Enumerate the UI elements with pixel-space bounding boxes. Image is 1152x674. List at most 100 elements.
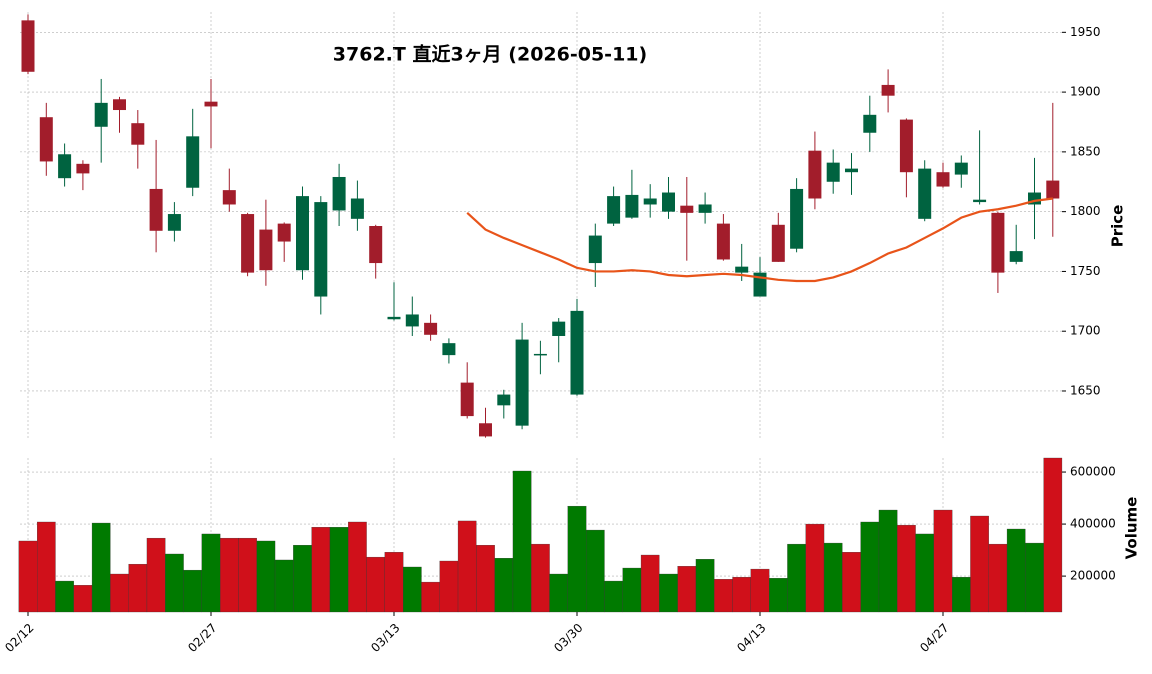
candle-body [76,163,90,174]
volume-bar [457,520,477,613]
volume-bar [860,521,880,613]
candle-body [607,196,621,224]
volume-bar [183,569,203,613]
x-tick-label: 04/27 [917,621,951,655]
volume-bar [659,573,678,613]
volume-bar [439,560,459,613]
candle-body [735,266,749,273]
candle-body [405,314,419,327]
volume-bar [604,580,623,613]
candle-body [662,192,675,212]
candle-body [204,101,218,107]
candle-body [808,150,822,199]
volume-bar [750,568,770,613]
volume-bar [274,559,294,613]
candle-body [186,136,200,188]
volume-bar [311,527,331,613]
candle-body [369,226,383,264]
candle-body [94,102,108,127]
volume-bar [695,559,715,613]
volume-bar [18,540,38,613]
candle-body [167,214,181,231]
volume-bar [293,544,312,613]
volume-bar [37,521,56,613]
volume-bar [110,573,129,613]
candle-body [716,223,730,260]
volume-bar [952,576,971,613]
volume-bar [512,470,532,613]
candle-body [863,114,877,133]
volume-bar [988,543,1008,613]
volume-bar [219,537,239,613]
volume-bar [201,533,221,613]
candle-body [424,322,438,335]
candle-body [259,229,273,271]
candle-body [350,198,364,219]
y-tick-label: 1650 [1070,383,1101,397]
volume-bar [384,552,404,613]
volume-bar [146,537,166,613]
y-tick-label: 1850 [1070,144,1101,158]
volume-bar [915,533,934,613]
candle-body [479,423,492,437]
y-tick-label: 1750 [1070,264,1101,278]
candle-body [497,394,511,406]
candle-body [332,176,346,211]
volume-tick-label: 600000 [1070,465,1116,479]
volume-bar [73,585,93,613]
candle-body [39,117,53,162]
x-tick-label: 03/13 [368,621,402,655]
candle-body [918,168,932,219]
volume-bar [567,505,587,613]
candle-body [936,172,950,187]
volume-bar [640,554,660,613]
candle-body [845,168,858,173]
candle-body [954,162,968,175]
candle-body [222,190,236,205]
candle-body [533,353,547,356]
volume-bar [1043,457,1063,613]
candle-body [552,321,566,336]
candle-body [1046,180,1060,199]
candle-body [21,20,35,72]
candle-body [790,188,804,249]
candle-body [680,205,694,213]
y-axis-label: Price [1109,205,1127,248]
volume-bar [348,521,367,613]
candle-body [131,123,145,145]
y-tick-label: 1900 [1070,85,1101,99]
volume-bar [933,509,953,613]
volume-bar [823,542,843,613]
candle-body [973,199,987,203]
candle-body [460,382,474,417]
volume-bar [494,558,514,613]
x-tick-label: 03/30 [551,621,585,655]
volume-bar [476,544,495,613]
volume-bar [677,566,697,613]
candle-body [387,316,401,320]
volume-bar [1025,542,1044,613]
candle-body [314,202,328,297]
volume-bar [787,543,806,613]
candle-body [1009,251,1023,262]
candle-body [588,235,602,264]
candle-body [277,223,291,242]
volume-bar [256,540,276,613]
volume-bar [1006,528,1026,613]
x-tick-label: 02/12 [2,621,36,655]
y-tick-label: 1700 [1070,324,1101,338]
candle-body [826,162,840,182]
candle-body [149,188,163,231]
volume-bar [329,527,349,613]
candle-body [1028,192,1041,205]
volume-bar [878,509,898,613]
x-tick-label: 04/13 [734,621,768,655]
y-tick-label: 1950 [1070,25,1101,39]
volume-bar [842,552,861,613]
volume-tick-label: 200000 [1070,569,1116,583]
candle-body [881,84,895,96]
volume-bar [586,529,605,613]
volume-bar [805,523,825,613]
candle-body [113,99,126,111]
